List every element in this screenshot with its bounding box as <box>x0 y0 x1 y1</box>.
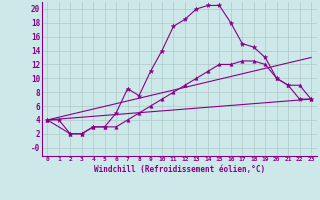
X-axis label: Windchill (Refroidissement éolien,°C): Windchill (Refroidissement éolien,°C) <box>94 165 265 174</box>
